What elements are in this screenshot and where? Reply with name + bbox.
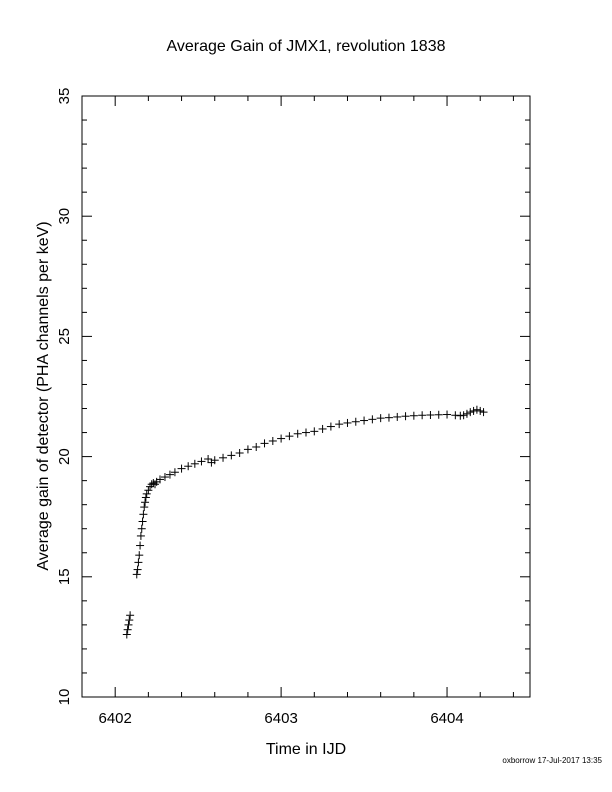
data-point — [343, 418, 352, 427]
data-point — [393, 412, 402, 421]
data-point — [293, 429, 302, 438]
data-point — [184, 462, 193, 471]
data-point — [124, 620, 133, 629]
x-axis-label: Time in IJD — [266, 741, 346, 758]
data-point — [165, 470, 174, 479]
x-tick-labels: 6402 6403 6404 — [98, 710, 463, 727]
data-point — [142, 489, 151, 498]
data-point — [144, 486, 153, 495]
data-point — [318, 424, 327, 433]
data-point — [466, 408, 475, 417]
data-point — [125, 616, 134, 625]
data-point — [243, 445, 252, 454]
x-tick-label: 6404 — [430, 710, 463, 727]
data-point — [326, 422, 335, 431]
x-tick-label: 6402 — [98, 710, 131, 727]
data-point — [401, 412, 410, 421]
data-point — [434, 410, 443, 419]
footer-stamp: oxborrow 17-Jul-2017 13:35 — [502, 756, 602, 765]
data-point — [409, 411, 418, 420]
data-point — [227, 451, 236, 460]
data-point — [122, 630, 131, 639]
data-point — [204, 455, 213, 464]
data-point — [376, 414, 385, 423]
data-point — [335, 420, 344, 429]
data-point — [134, 558, 143, 567]
data-point — [138, 517, 147, 526]
data-point — [426, 411, 435, 420]
y-tick-label: 20 — [56, 448, 73, 465]
data-point — [133, 565, 142, 574]
data-point — [384, 413, 393, 422]
data-point — [136, 531, 145, 540]
x-tick-label: 6403 — [264, 710, 297, 727]
data-point — [197, 457, 206, 466]
data-point — [479, 408, 488, 417]
data-point — [141, 493, 150, 502]
data-point — [123, 625, 132, 634]
y-tick-label: 15 — [56, 568, 73, 585]
data-point — [252, 442, 261, 451]
data-point — [160, 473, 169, 482]
data-point — [139, 510, 148, 519]
data-point — [137, 524, 146, 533]
data-point — [219, 453, 228, 462]
plot-frame — [81, 95, 531, 698]
y-tick-labels: 10 15 20 25 30 35 — [56, 88, 73, 706]
data-point — [285, 432, 294, 441]
data-point — [459, 411, 468, 420]
y-tick-label: 25 — [56, 328, 73, 345]
data-point — [360, 416, 369, 425]
data-point — [155, 475, 164, 484]
data-point — [368, 415, 377, 424]
data-point — [277, 434, 286, 443]
data-point — [210, 456, 219, 465]
y-tick-label: 10 — [56, 689, 73, 706]
data-point — [136, 541, 145, 550]
y-tick-label: 30 — [56, 208, 73, 225]
data-point — [140, 503, 149, 512]
data-point — [472, 405, 481, 414]
data-points — [122, 405, 488, 639]
data-point — [268, 436, 277, 445]
data-point — [476, 406, 485, 415]
data-point — [132, 570, 141, 579]
data-point — [149, 479, 158, 488]
data-point — [141, 498, 150, 507]
chart-title: Average Gain of JMX1, revolution 1838 — [167, 38, 446, 55]
y-axis-label: Average gain of detector (PHA channels p… — [35, 221, 52, 570]
data-point — [443, 410, 452, 419]
data-point — [135, 551, 144, 560]
axis-ticks — [81, 95, 530, 698]
data-point — [126, 611, 135, 620]
data-point — [310, 427, 319, 436]
data-point — [235, 448, 244, 457]
data-point — [462, 409, 471, 418]
data-point — [170, 468, 179, 477]
data-point — [418, 411, 427, 420]
data-point — [177, 464, 186, 473]
data-point — [190, 459, 199, 468]
data-point — [302, 428, 310, 437]
data-point — [351, 417, 360, 426]
data-point — [260, 439, 269, 448]
y-tick-label: 35 — [56, 88, 73, 105]
